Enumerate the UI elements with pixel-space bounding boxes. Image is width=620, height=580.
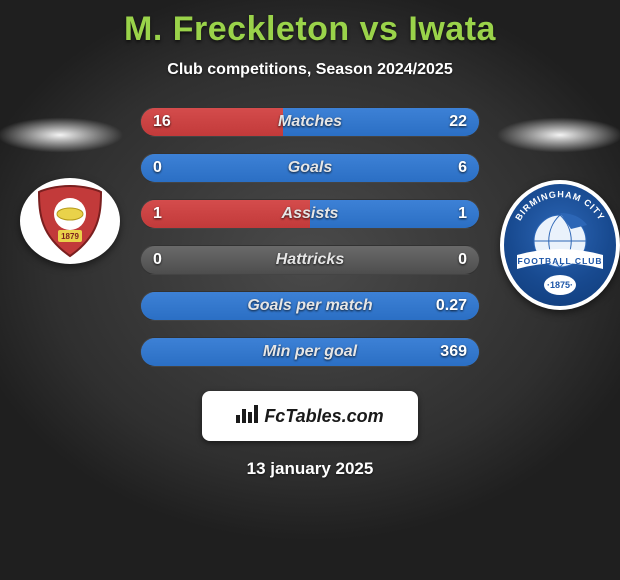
stat-label: Matches <box>141 108 479 136</box>
stat-row: 369Min per goal <box>140 337 480 367</box>
stat-row: 06Goals <box>140 153 480 183</box>
stat-row: 11Assists <box>140 199 480 229</box>
stat-row: 0.27Goals per match <box>140 291 480 321</box>
bars-icon <box>236 405 258 428</box>
crest-right: BIRMINGHAM CITY FOOTBALL CLUB ·1875· <box>500 180 620 310</box>
globe-icon: BIRMINGHAM CITY FOOTBALL CLUB ·1875· <box>505 185 615 305</box>
crest-left: 1879 <box>20 178 120 264</box>
subtitle: Club competitions, Season 2024/2025 <box>0 61 620 79</box>
date: 13 january 2025 <box>0 459 620 479</box>
stat-bars: 1622Matches 06Goals 11Assists 00Hattricks 0.… <box>140 107 480 367</box>
crest-right-year: ·1875· <box>547 280 573 290</box>
infographic: M. Freckleton vs Iwata Club competitions… <box>0 0 620 580</box>
stat-row: 1622Matches <box>140 107 480 137</box>
watermark-text: FcTables.com <box>264 406 383 427</box>
page-title: M. Freckleton vs Iwata <box>0 0 620 49</box>
stat-label: Goals <box>141 154 479 182</box>
stat-label: Min per goal <box>141 338 479 366</box>
stat-label: Assists <box>141 200 479 228</box>
stat-label: Goals per match <box>141 292 479 320</box>
shield-icon: 1879 <box>35 184 105 258</box>
crest-left-year: 1879 <box>61 232 79 241</box>
stat-label: Hattricks <box>141 246 479 274</box>
crest-right-ribbon: FOOTBALL CLUB <box>517 256 602 266</box>
watermark: FcTables.com <box>202 391 418 441</box>
stat-row: 00Hattricks <box>140 245 480 275</box>
